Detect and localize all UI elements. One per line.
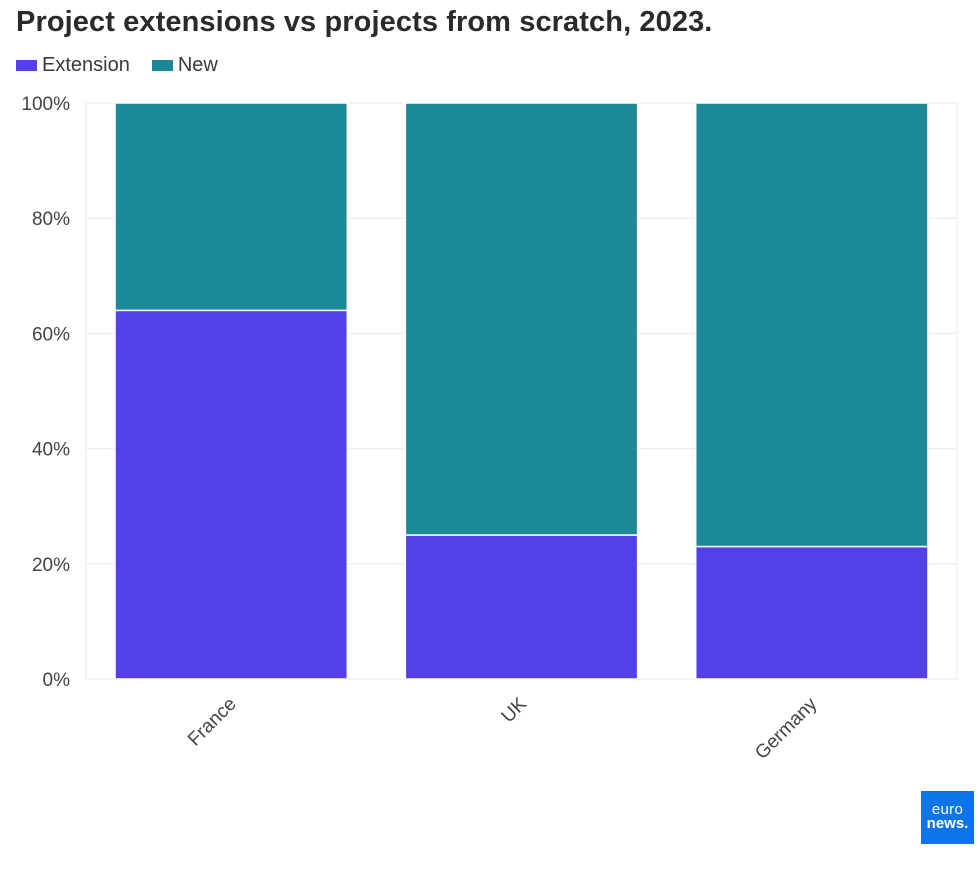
chart-title: Project extensions vs projects from scra… bbox=[16, 6, 713, 38]
y-tick-label: 80% bbox=[32, 209, 70, 230]
y-tick-label: 20% bbox=[32, 555, 70, 576]
bar-new-france bbox=[114, 102, 349, 312]
euronews-logo: euro news. bbox=[921, 791, 974, 844]
logo-text-line1: euro bbox=[931, 801, 964, 818]
bar-new-germany bbox=[694, 102, 929, 548]
legend-item-new[interactable]: New bbox=[151, 54, 218, 77]
legend-label-extension: Extension bbox=[42, 54, 130, 76]
legend-swatch-new bbox=[151, 60, 173, 71]
logo-text-line2: news. bbox=[926, 815, 969, 832]
y-tick-label: 40% bbox=[32, 440, 70, 461]
bar-new-uk bbox=[404, 102, 639, 536]
y-tick-label: 60% bbox=[32, 324, 70, 345]
y-tick-label: 0% bbox=[43, 670, 71, 691]
y-tick-label: 100% bbox=[21, 94, 70, 115]
x-tick-label: Germany bbox=[751, 693, 821, 763]
legend-label-new: New bbox=[177, 54, 218, 76]
bar-extension-uk bbox=[404, 534, 639, 680]
legend-item-extension[interactable]: Extension bbox=[16, 54, 130, 77]
bar-extension-france bbox=[114, 309, 349, 680]
legend: Extension New bbox=[16, 54, 240, 77]
x-tick-label: UK bbox=[498, 693, 532, 727]
x-tick-label: France bbox=[184, 694, 241, 751]
bar-extension-germany bbox=[694, 545, 929, 680]
legend-swatch-extension bbox=[16, 60, 37, 71]
